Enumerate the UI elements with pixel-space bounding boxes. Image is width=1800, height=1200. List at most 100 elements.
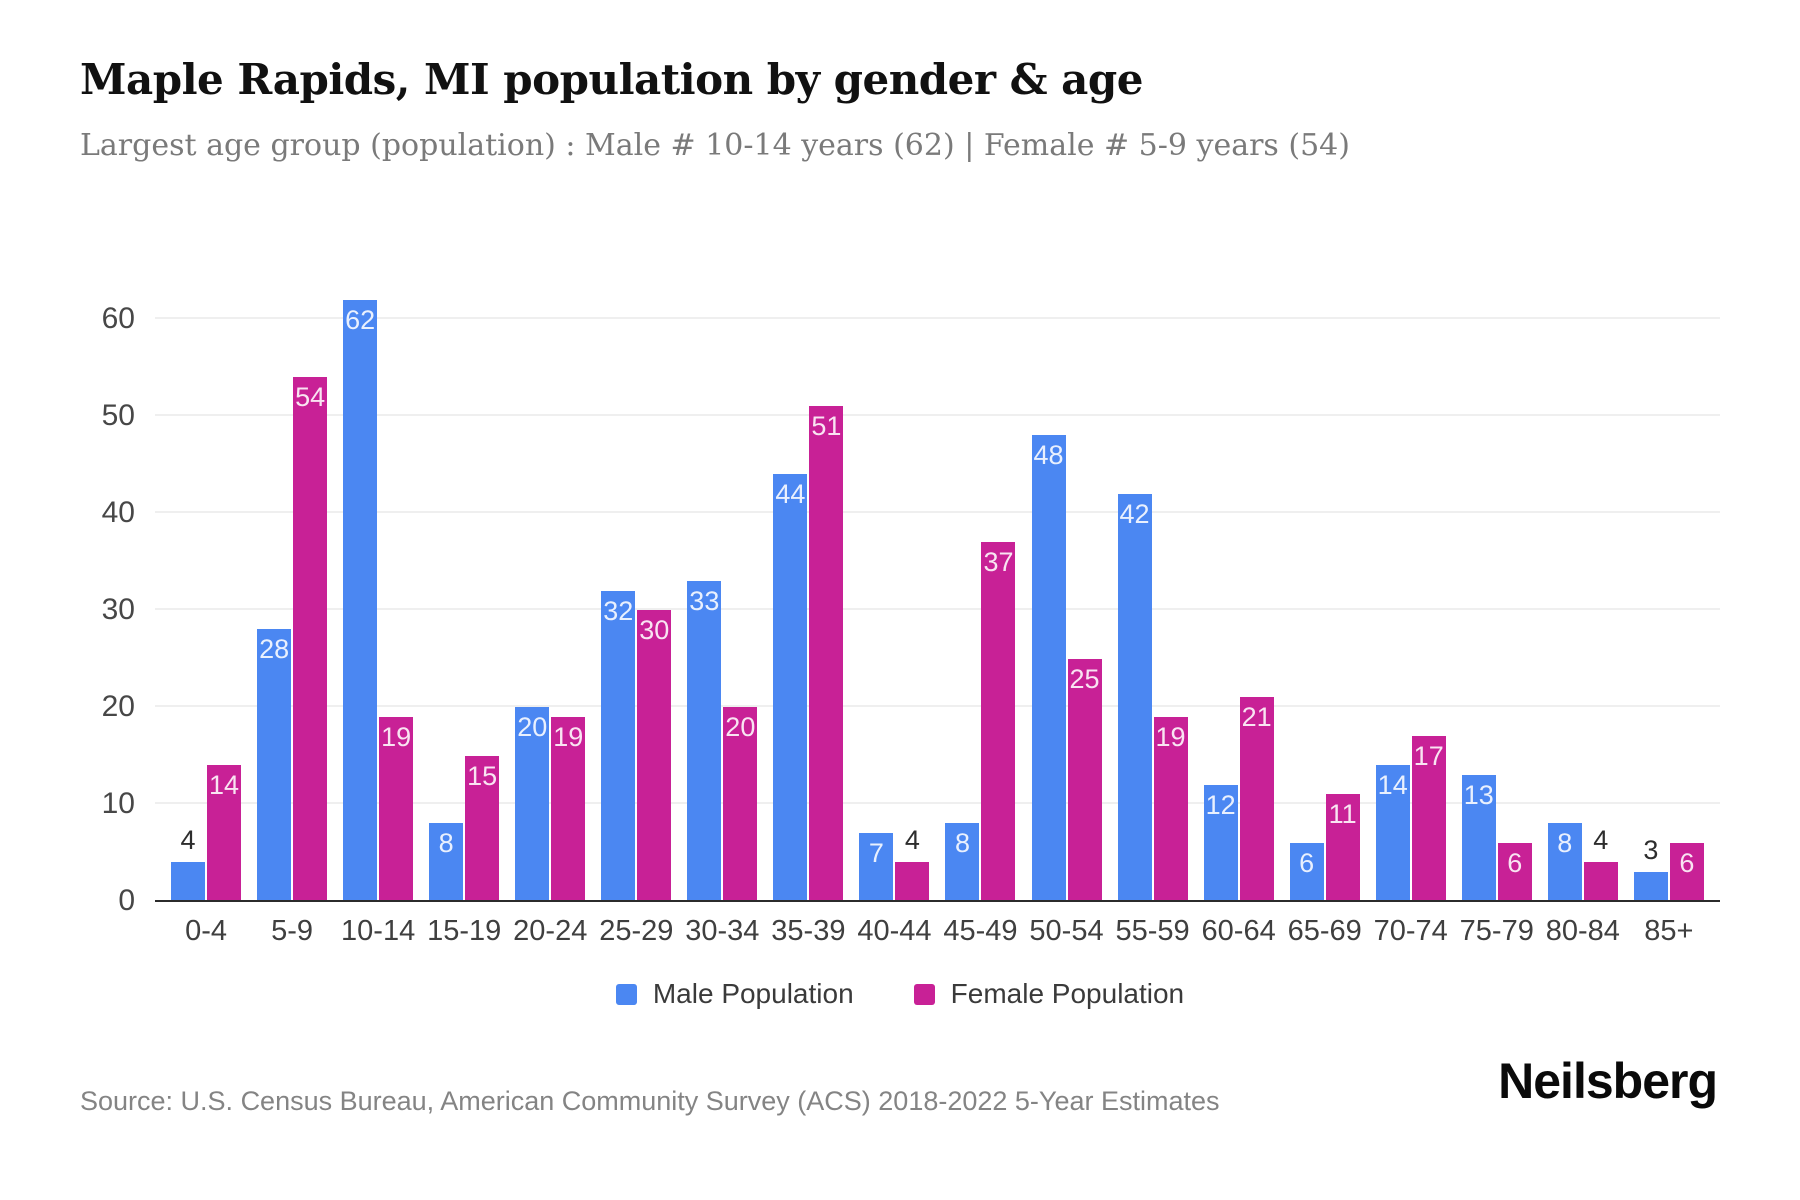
legend-item-female: Female Population — [913, 978, 1185, 1010]
male-bar-55-59: 42 — [1117, 493, 1152, 901]
source-note: Source: U.S. Census Bureau, American Com… — [80, 1086, 1220, 1116]
bar-value-label: 37 — [983, 547, 1014, 578]
y-tick-label: 50 — [101, 399, 135, 432]
bar-value-label: 12 — [1205, 789, 1236, 820]
female-bar-0-4: 14 — [207, 765, 242, 901]
x-tick-label: 45-49 — [943, 915, 1018, 947]
bar-value-label: 54 — [295, 382, 326, 413]
bar-value-label: 19 — [1155, 721, 1186, 752]
bar-value-label: 20 — [725, 712, 756, 742]
male-bar-80-84: 8 — [1547, 823, 1582, 901]
bar-group-80-84: 8 4 80-84 — [1546, 250, 1620, 947]
legend-item-male: Male Population — [615, 978, 854, 1010]
x-tick-label: 5-9 — [271, 915, 314, 947]
x-tick-label: 10-14 — [341, 915, 416, 947]
female-bar-10-14: 19 — [379, 716, 414, 901]
bar-group-85+: 3 6 85+ — [1633, 250, 1704, 947]
x-tick-label: 0-4 — [185, 915, 228, 947]
y-tick-label: 30 — [101, 593, 135, 626]
page-subtitle: Largest age group (population) : Male # … — [80, 128, 1350, 163]
male-bar-45-49: 8 — [945, 823, 980, 901]
y-tick-label: 40 — [101, 496, 135, 529]
bar-group-15-19: 8 15 15-19 — [427, 250, 501, 947]
male-bar-50-54: 48 — [1031, 435, 1066, 901]
bar-group-75-79: 13 6 75-79 — [1460, 250, 1534, 947]
bar-group-20-24: 20 19 20-24 — [513, 250, 587, 947]
bar-value-label: 6 — [1299, 847, 1315, 878]
male-bar-10-14: 62 — [343, 299, 378, 901]
y-tick-label: 10 — [101, 787, 135, 820]
bar-value-label: 4 — [1593, 825, 1609, 856]
bar-value-label: 51 — [811, 411, 842, 442]
legend-swatch-icon — [913, 983, 935, 1005]
bar-value-label: 4 — [904, 825, 920, 856]
x-tick-label: 50-54 — [1029, 915, 1104, 947]
x-tick-label: 40-44 — [857, 915, 932, 947]
bar-value-label: 25 — [1069, 663, 1100, 694]
bar-value-label: 6 — [1507, 847, 1523, 878]
page-title: Maple Rapids, MI population by gender & … — [80, 55, 1143, 104]
bar-value-label: 30 — [639, 615, 670, 645]
male-bar-20-24: 20 — [515, 707, 550, 901]
bar-value-label: 17 — [1413, 741, 1444, 772]
bar-value-label: 28 — [259, 634, 290, 665]
x-tick-label: 70-74 — [1373, 915, 1448, 947]
bar-value-label: 20 — [517, 712, 548, 742]
y-axis: 0 10 20 30 40 50 60 — [50, 250, 135, 917]
bar-value-label: 44 — [775, 479, 806, 510]
bar-value-label: 21 — [1241, 702, 1272, 733]
female-bar-30-34: 20 — [723, 707, 758, 901]
bar-group-45-49: 8 37 45-49 — [943, 250, 1018, 947]
bar-group-30-34: 33 20 30-34 — [685, 250, 759, 947]
male-bar-35-39: 44 — [773, 474, 808, 901]
bar-value-label: 48 — [1033, 440, 1064, 471]
female-bar-55-59: 19 — [1153, 716, 1188, 901]
female-bar-35-39: 51 — [809, 406, 844, 901]
female-bar-70-74: 17 — [1411, 736, 1446, 901]
female-bar-15-19: 15 — [465, 755, 500, 901]
bar-value-label: 19 — [381, 721, 412, 752]
female-bar-65-69: 11 — [1325, 794, 1360, 901]
bar-value-label: 19 — [553, 721, 584, 752]
bar-group-40-44: 7 4 40-44 — [857, 250, 931, 947]
bar-value-label: 8 — [1557, 828, 1573, 859]
legend-label: Female Population — [950, 978, 1185, 1009]
male-bar-70-74: 14 — [1375, 765, 1410, 901]
x-tick-label: 15-19 — [427, 915, 502, 947]
x-tick-label: 75-79 — [1459, 915, 1534, 947]
male-bar-75-79: 13 — [1461, 774, 1496, 901]
bar-value-label: 15 — [467, 760, 498, 791]
plot-area: 4 14 0-4 28 54 5-9 62 19 10-14 8 15 15-19 20 19 20-24 3… — [155, 250, 1720, 947]
legend-label: Male Population — [652, 978, 854, 1009]
x-tick-label: 25-29 — [599, 915, 674, 947]
gridline — [155, 608, 1720, 610]
male-bar-60-64: 12 — [1203, 784, 1238, 901]
bar-groups: 4 14 0-4 28 54 5-9 62 19 10-14 8 15 15-19 20 19 20-24 3… — [155, 250, 1720, 947]
gridline — [155, 317, 1720, 319]
bar-group-70-74: 14 17 70-74 — [1374, 250, 1448, 947]
bar-value-label: 8 — [954, 828, 970, 859]
female-bar-5-9: 54 — [293, 377, 328, 901]
bar-group-50-54: 48 25 50-54 — [1029, 250, 1104, 947]
female-bar-40-44: 4 — [895, 825, 930, 901]
legend-swatch-icon — [615, 983, 637, 1005]
y-tick-label: 60 — [101, 302, 135, 335]
male-bar-30-34: 33 — [687, 580, 722, 901]
gridline — [155, 414, 1720, 416]
bar-value-label: 4 — [180, 825, 196, 856]
y-tick-label: 20 — [101, 690, 135, 723]
bar-group-60-64: 12 21 60-64 — [1202, 250, 1276, 947]
y-tick-label: 0 — [118, 884, 135, 917]
bar-value-label: 6 — [1679, 847, 1695, 878]
bar-value-label: 62 — [345, 304, 376, 335]
bar-group-35-39: 44 51 35-39 — [771, 250, 845, 947]
bar-group-55-59: 42 19 55-59 — [1115, 250, 1190, 947]
gridline — [155, 511, 1720, 513]
female-bar-45-49: 37 — [981, 542, 1016, 901]
bar-value-label: 13 — [1463, 779, 1494, 810]
bar-value-label: 32 — [603, 595, 634, 626]
male-bar-25-29: 32 — [601, 590, 636, 901]
x-tick-label: 35-39 — [771, 915, 846, 947]
bar-value-label: 33 — [689, 585, 720, 616]
